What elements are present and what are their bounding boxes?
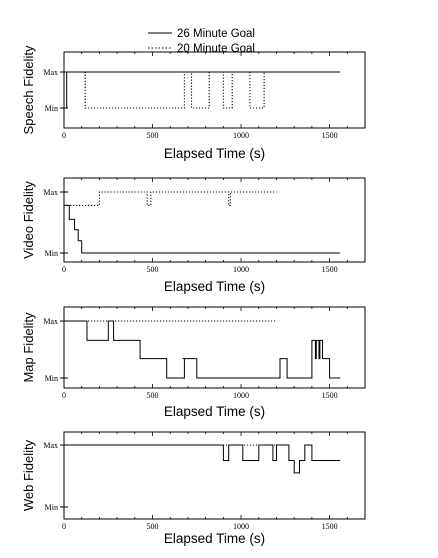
panel-speech-fidelity: 0 500 1000 1500 Max Min Elapsed Time (s) Speech… xyxy=(21,45,366,161)
x-axis-label: Elapsed Time (s) xyxy=(164,531,265,546)
x-tick-label: 500 xyxy=(147,391,159,400)
x-tick-label: 500 xyxy=(147,131,159,140)
series-solid-line xyxy=(64,444,341,474)
y-level-label-min: Min xyxy=(45,374,58,383)
series-solid-line xyxy=(64,320,341,379)
plot-frame xyxy=(63,51,366,129)
x-tick-label: 500 xyxy=(147,522,159,531)
y-level-label-min: Min xyxy=(45,503,58,512)
x-axis-label: Elapsed Time (s) xyxy=(164,279,265,294)
y-axis-label: Video Fidelity xyxy=(21,181,36,259)
legend: 26 Minute Goal 20 Minute Goal xyxy=(148,28,255,55)
series-dotted-line xyxy=(64,191,277,206)
x-tick-label: 500 xyxy=(147,265,159,274)
x-tick-label: 1500 xyxy=(322,522,338,531)
x-tick-label: 1000 xyxy=(233,391,249,400)
plot-frame xyxy=(63,177,366,263)
y-level-label-max: Max xyxy=(43,188,58,197)
x-tick-label: 0 xyxy=(62,522,66,531)
y-level-label-max: Max xyxy=(43,441,58,450)
series-solid-line xyxy=(64,204,341,254)
x-tick-label: 0 xyxy=(62,391,66,400)
series-solid-line xyxy=(64,71,341,109)
y-level-label-min: Min xyxy=(45,104,58,113)
x-tick-label: 1500 xyxy=(322,265,338,274)
x-tick-label: 0 xyxy=(62,131,66,140)
plot-frame xyxy=(63,306,366,389)
y-axis-label: Speech Fidelity xyxy=(21,45,36,134)
legend-label-20-minute-goal: 20 Minute Goal xyxy=(177,43,255,55)
x-axis-label: Elapsed Time (s) xyxy=(164,404,265,419)
panel-map-fidelity: 0 500 1000 1500 Max Min Elapsed Time (s) Map Fi… xyxy=(21,306,366,419)
x-tick-label: 1000 xyxy=(233,131,249,140)
y-axis-label: Map Fidelity xyxy=(21,312,36,383)
x-axis-label: Elapsed Time (s) xyxy=(164,146,265,161)
y-level-label-max: Max xyxy=(43,68,58,77)
legend-label-26-minute-goal: 26 Minute Goal xyxy=(177,28,255,40)
y-level-label-max: Max xyxy=(43,317,58,326)
x-tick-label: 0 xyxy=(62,265,66,274)
x-tick-label: 1500 xyxy=(322,131,338,140)
y-level-label-min: Min xyxy=(45,249,58,258)
panel-web-fidelity: 0 500 1000 1500 Max Min Elapsed Time (s) Web Fi… xyxy=(21,431,366,546)
x-tick-label: 1000 xyxy=(233,265,249,274)
plot-frame xyxy=(63,431,366,520)
series-dotted-line xyxy=(64,71,277,109)
y-axis-label: Web Fidelity xyxy=(21,439,36,511)
panel-video-fidelity: 0 500 1000 1500 Max Min Elapsed Time (s) Video … xyxy=(21,177,366,294)
x-tick-label: 1000 xyxy=(233,522,249,531)
x-tick-label: 1500 xyxy=(322,391,338,400)
